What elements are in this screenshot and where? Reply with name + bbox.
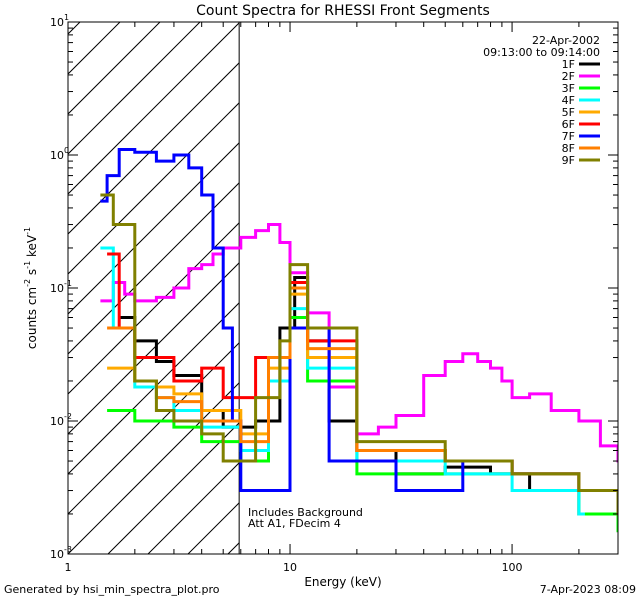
- legend-label-9F: 9F: [562, 154, 575, 167]
- series-group: [100, 148, 618, 533]
- footer-generated-by: Generated by hsi_min_spectra_plot.pro: [4, 583, 220, 596]
- y-axis-label: counts cm-2 s-1 keV-1: [23, 227, 39, 349]
- legend-label-2F: 2F: [562, 70, 575, 83]
- legend-label-5F: 5F: [562, 106, 575, 119]
- legend-label-1F: 1F: [562, 58, 575, 71]
- axis-ticks: 1 10 100 10-3 10-2 10-1 100 101: [50, 13, 619, 574]
- time-range-label: 09:13:00 to 09:14:00: [483, 46, 600, 59]
- series-7F: [100, 148, 618, 516]
- series-1F: [119, 276, 618, 533]
- x-tick-label: 100: [502, 561, 523, 574]
- x-axis-label: Energy (keV): [304, 575, 381, 589]
- legend-label-8F: 8F: [562, 142, 575, 155]
- date-label: 22-Apr-2002: [532, 34, 600, 47]
- legend-label-3F: 3F: [562, 82, 575, 95]
- x-tick-label: 10: [283, 561, 297, 574]
- y-tick-label: 10-3: [50, 545, 72, 561]
- y-tick-label: 10-1: [50, 279, 72, 295]
- y-tick-label: 101: [50, 13, 69, 29]
- series-3F: [107, 316, 618, 533]
- annotation-attenuator: Att A1, FDecim 4: [248, 517, 341, 530]
- annotation-background: Includes Background: [248, 506, 363, 519]
- legend-label-6F: 6F: [562, 118, 575, 131]
- series-2F: [100, 223, 618, 463]
- y-tick-label: 100: [50, 146, 69, 162]
- series-9F: [100, 193, 618, 516]
- y-tick-label: 10-2: [50, 412, 72, 428]
- chart-title: Count Spectra for RHESSI Front Segments: [196, 3, 490, 19]
- legend-label-7F: 7F: [562, 130, 575, 143]
- x-tick-label: 1: [65, 561, 72, 574]
- legend-label-4F: 4F: [562, 94, 575, 107]
- footer-timestamp: 7-Apr-2023 08:09: [539, 583, 636, 596]
